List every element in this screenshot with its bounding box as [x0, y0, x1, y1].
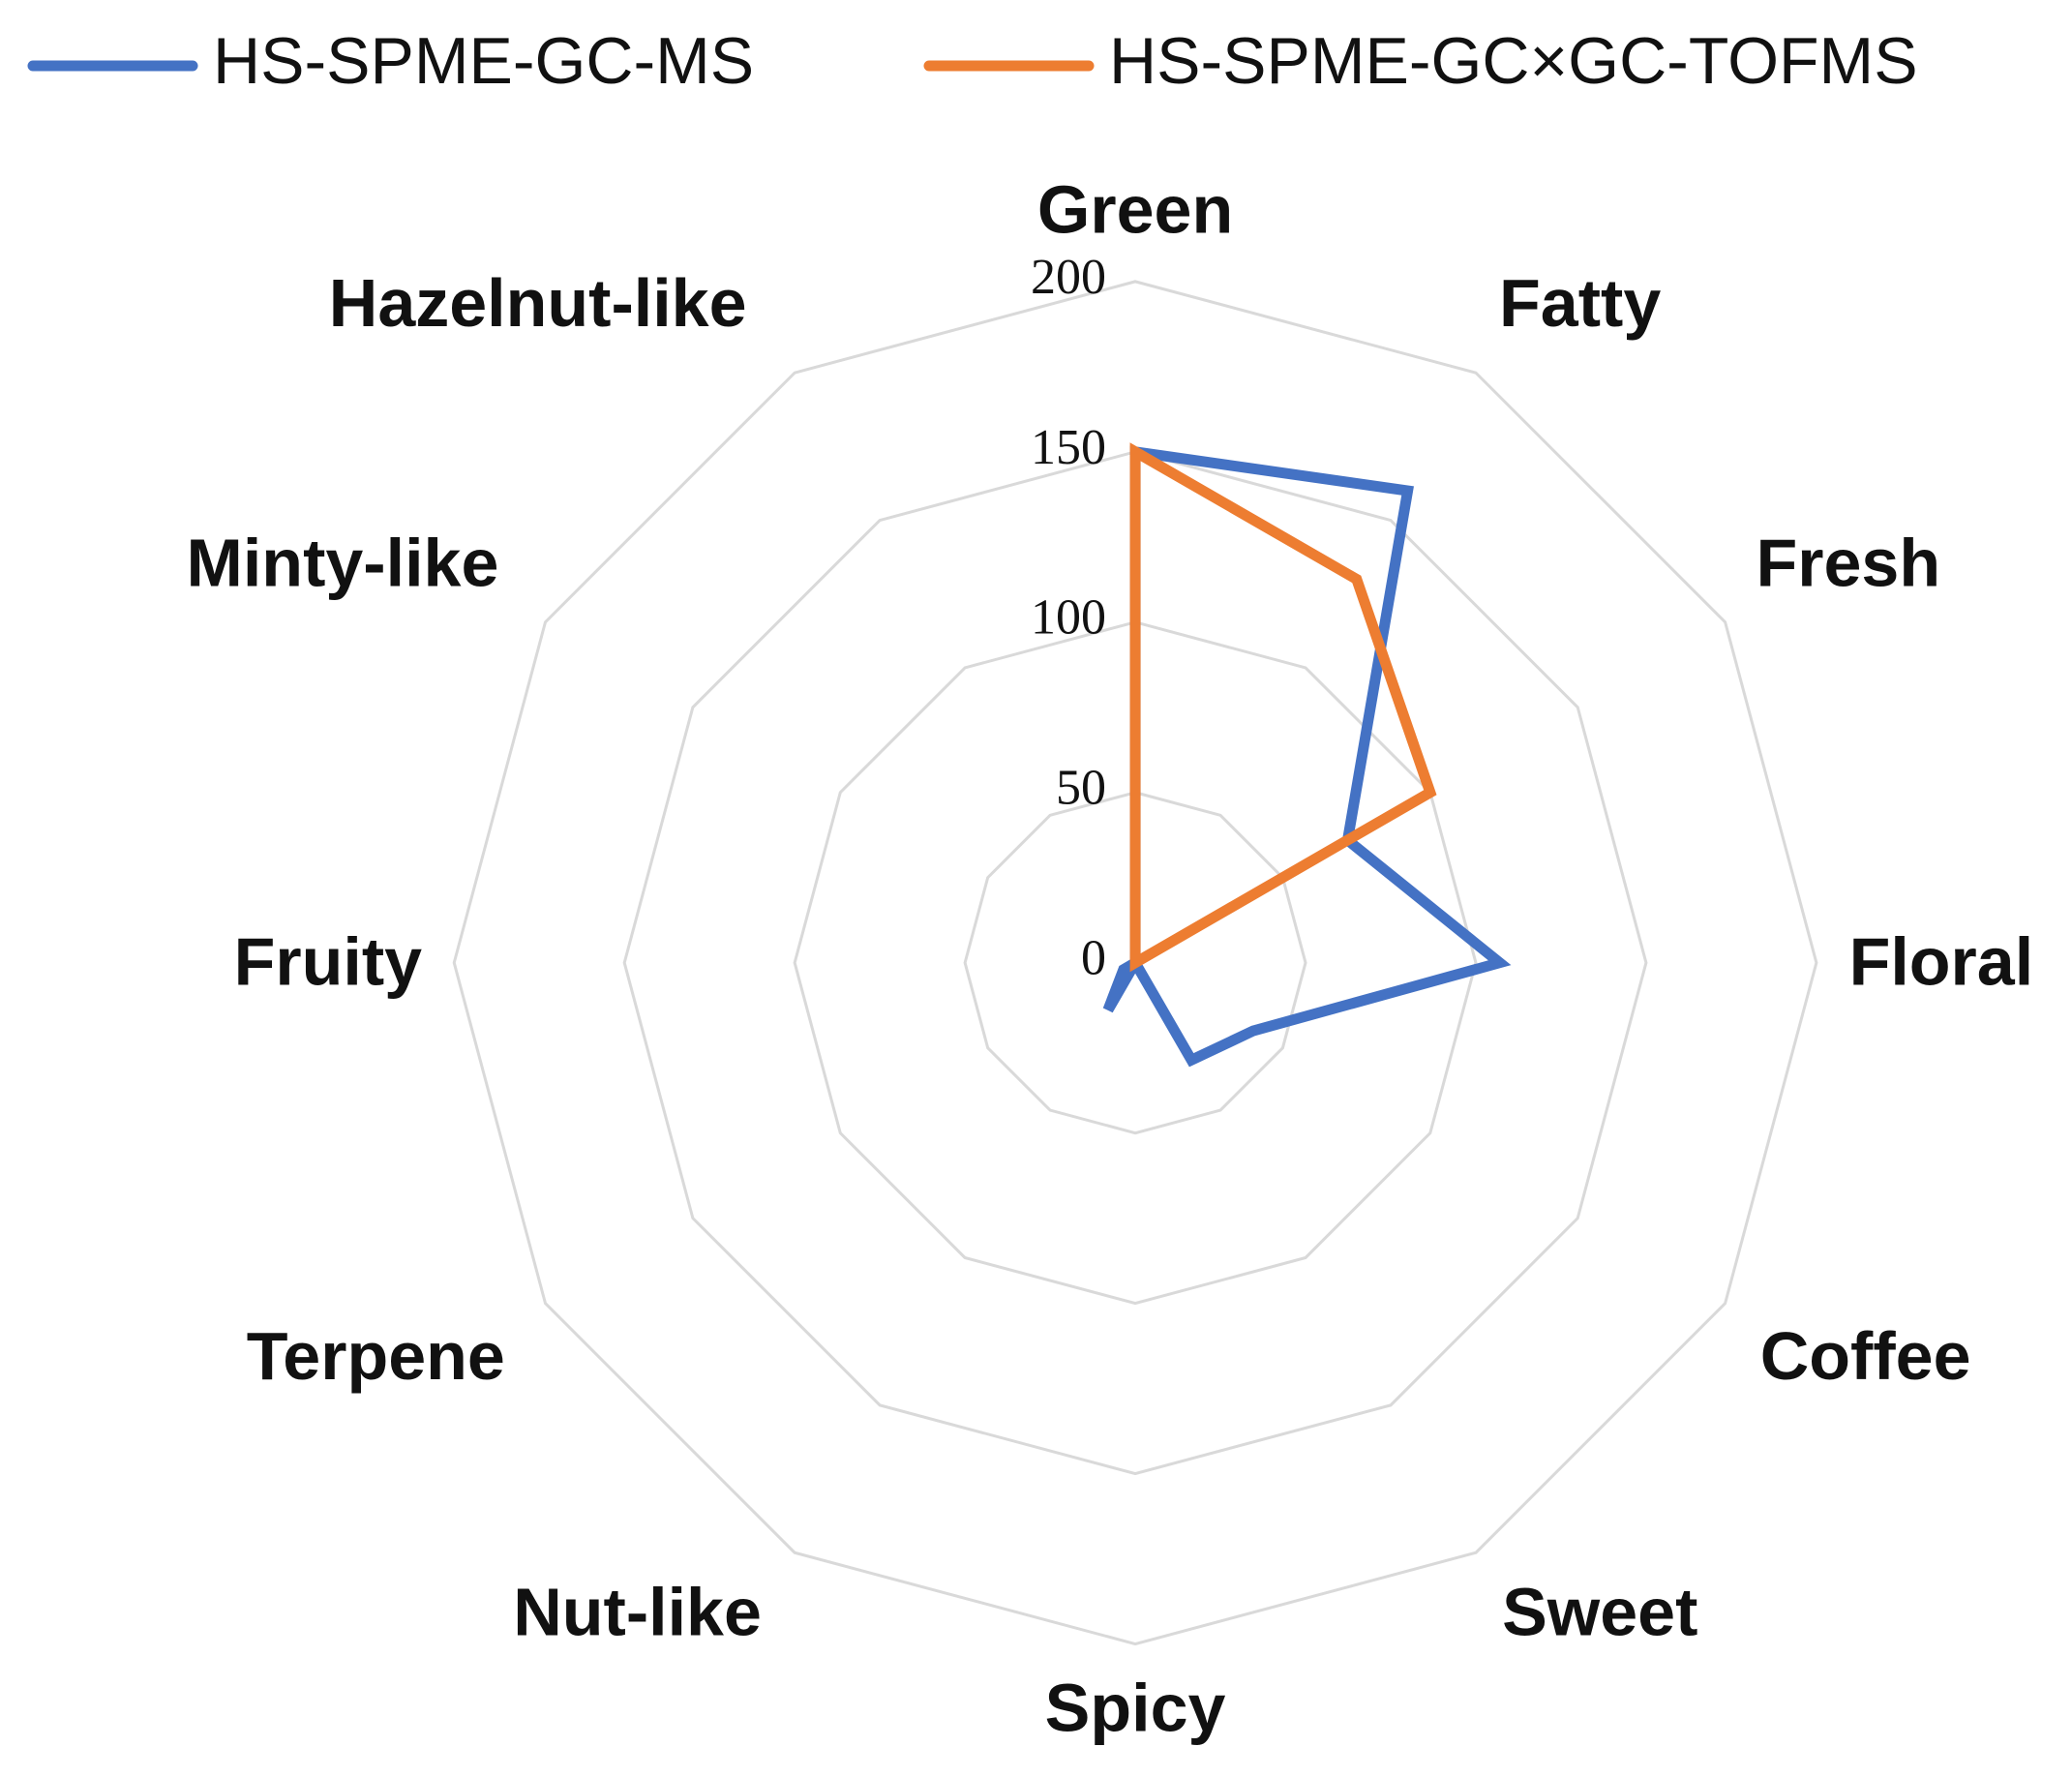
tick-label: 50: [1056, 761, 1106, 816]
category-label: Terpene: [247, 1318, 505, 1394]
legend-label: HS-SPME-GC×GC-TOFMS: [1109, 24, 1918, 98]
category-label: Sweet: [1502, 1575, 1697, 1650]
category-label: Fresh: [1757, 526, 1941, 601]
series-line: [1102, 445, 1512, 1068]
tick-label: 150: [1031, 420, 1106, 475]
category-label: Coffee: [1760, 1318, 1971, 1394]
category-label: Minty-like: [187, 526, 499, 601]
category-label: Spicy: [1045, 1670, 1226, 1745]
category-label: Nut-like: [513, 1575, 762, 1650]
category-label: Hazelnut-like: [329, 265, 747, 341]
series-line: [1129, 442, 1437, 973]
grid-ring: [452, 280, 1818, 1646]
category-label: Fatty: [1499, 265, 1661, 341]
tick-label: 100: [1031, 590, 1106, 646]
category-label: Floral: [1849, 923, 2034, 999]
tick-label: 0: [1081, 931, 1106, 986]
tick-label: 200: [1031, 250, 1106, 305]
category-label: Green: [1037, 172, 1233, 248]
legend-label: HS-SPME-GC-MS: [213, 24, 754, 98]
grid-ring: [622, 450, 1648, 1476]
category-label: Fruity: [234, 923, 423, 999]
